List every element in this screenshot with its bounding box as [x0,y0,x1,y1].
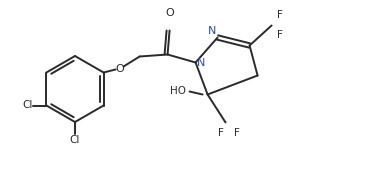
Text: F: F [218,127,223,138]
Text: HO: HO [169,86,185,95]
Text: N: N [196,57,205,68]
Text: O: O [115,63,124,74]
Text: N: N [208,25,217,36]
Text: O: O [165,9,174,18]
Text: F: F [234,127,239,138]
Text: Cl: Cl [70,135,80,145]
Text: F: F [277,29,282,40]
Text: F: F [277,10,282,20]
Text: Cl: Cl [22,100,32,111]
